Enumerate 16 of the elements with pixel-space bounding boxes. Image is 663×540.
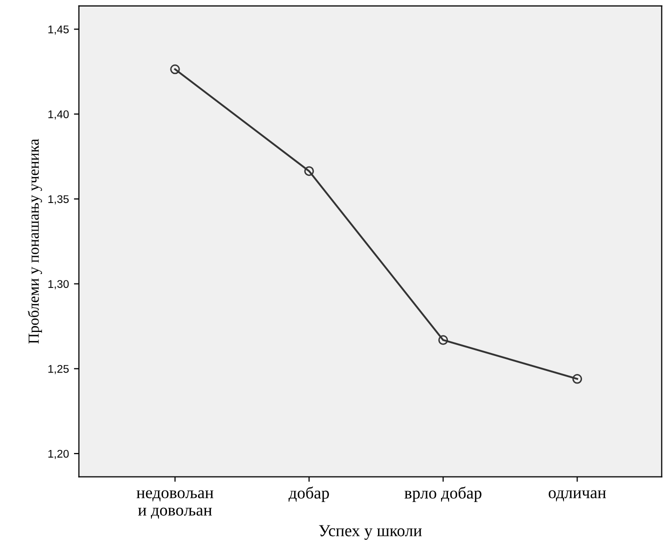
point: [170, 64, 180, 74]
x-axis-title: Успех у школи: [318, 525, 422, 540]
y-tick-label: 1,45: [48, 26, 69, 35]
y-tick-label: 1,30: [48, 280, 69, 290]
x-tick-label: врло добар: [404, 486, 482, 502]
point: [438, 335, 448, 345]
y-tick-label: 1,40: [48, 110, 69, 120]
y-tick-label: 1,35: [48, 195, 69, 204]
x-tick-label: недовољан и довољан: [136, 490, 214, 519]
x-tick-label: добар: [288, 486, 329, 502]
point: [304, 166, 314, 176]
y-tick-label: 1,25: [48, 364, 69, 374]
y-tick-label: 1,20: [48, 450, 69, 460]
point: [572, 374, 582, 384]
x-tick-label: одличан: [548, 490, 606, 502]
y-axis-title: Проблеми у понашању ученика: [28, 138, 42, 344]
